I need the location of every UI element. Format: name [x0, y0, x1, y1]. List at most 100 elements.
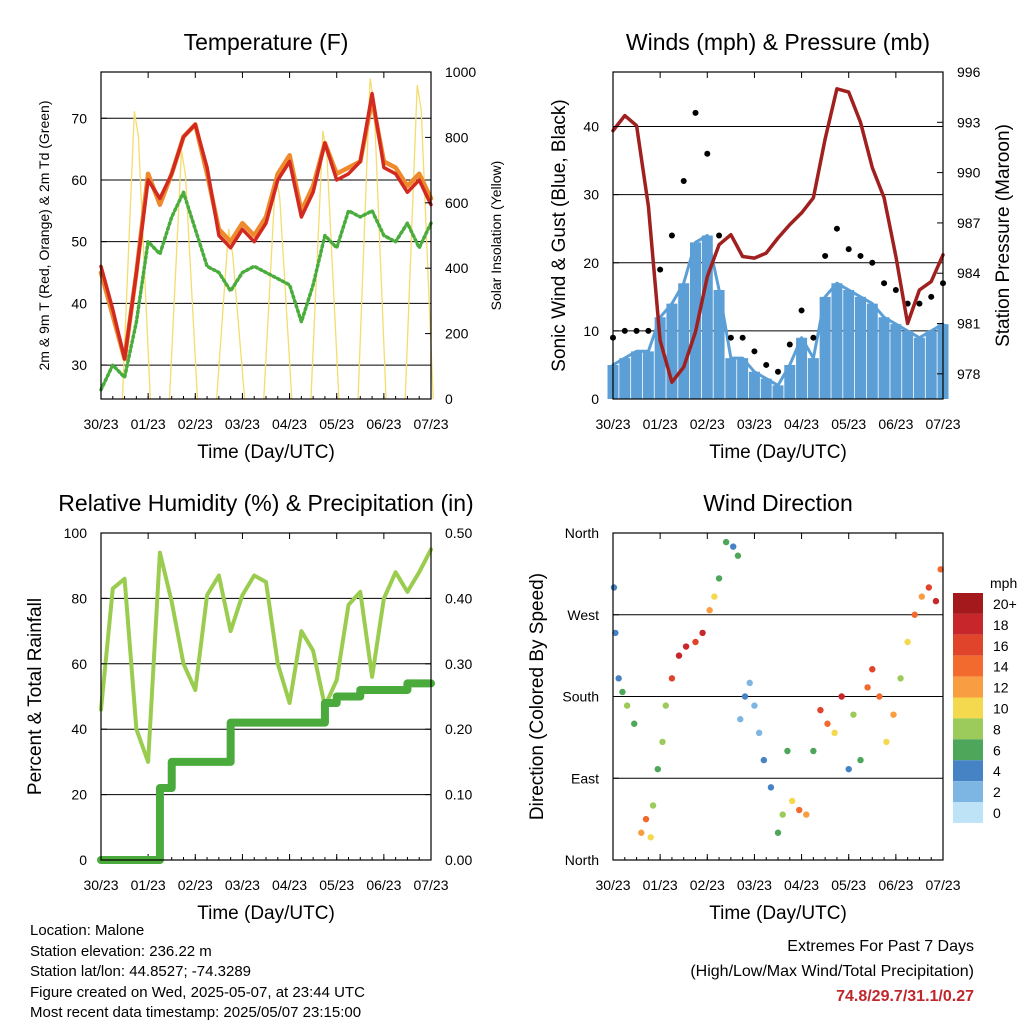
right-y-tick-label: 0.10	[445, 787, 472, 803]
left-y-tick-label: 20	[583, 255, 599, 271]
direction-point	[654, 765, 661, 773]
direction-point	[730, 543, 737, 550]
left-y-tick-label: 0	[591, 391, 599, 407]
right-y-tick-label: 993	[957, 114, 981, 130]
gust-point	[892, 287, 899, 293]
x-tick-label: 30/23	[83, 416, 118, 432]
x-axis-label: Time (Day/UTC)	[197, 442, 335, 463]
direction-point	[937, 566, 944, 573]
x-tick-label: 05/23	[319, 416, 354, 432]
direction-point	[925, 584, 933, 591]
chart-winds: Winds (mph) & Pressure (mb) 30/23 01/23 02/…	[549, 29, 1014, 463]
direction-point	[779, 811, 786, 818]
gust-point	[798, 307, 805, 314]
direction-point	[850, 711, 857, 718]
direction-point	[788, 797, 796, 805]
legend-label: 12	[993, 680, 1009, 696]
direction-point	[869, 666, 876, 673]
dewpoint-line	[99, 190, 433, 392]
solar-insolation-spike	[357, 78, 387, 400]
solar-insolation-spike	[215, 228, 246, 400]
x-tick-label: 01/23	[131, 416, 166, 432]
legend-swatch	[953, 760, 983, 782]
x-tick-label: 04/23	[272, 877, 307, 893]
direction-point	[883, 738, 890, 746]
gust-point	[786, 341, 793, 348]
wind-line	[611, 234, 945, 387]
direction-point	[864, 684, 871, 691]
gust-point	[704, 150, 711, 157]
x-tick-label: 30/23	[595, 416, 630, 432]
x-tick-label: 05/23	[831, 416, 866, 432]
legend-label: 20+	[993, 596, 1017, 612]
left-y-tick-label: 30	[71, 357, 87, 373]
legend-swatch	[953, 739, 983, 761]
gust-point	[857, 252, 864, 259]
station-latlon: Station lat/lon: 44.8527; -74.3289	[30, 963, 252, 980]
legend-swatch	[953, 634, 983, 656]
direction-point	[659, 738, 666, 746]
right-y-tick-label: 0.50	[445, 525, 472, 541]
chart-rh_precip: Relative Humidity (%) & Precipitation (i…	[25, 490, 474, 924]
x-tick-label: 05/23	[831, 877, 866, 893]
plot-frame	[612, 71, 944, 400]
direction-point	[668, 675, 676, 682]
legend-label: 0	[993, 805, 1001, 821]
direction-point	[706, 607, 713, 614]
x-tick-label: 01/23	[131, 877, 166, 893]
right-y-tick-label: 981	[957, 316, 981, 332]
right-y-tick-label: 984	[957, 265, 981, 281]
direction-point	[810, 747, 817, 755]
direction-point	[711, 593, 718, 600]
x-tick-label: 01/23	[643, 416, 678, 432]
left-y-tick-label: 40	[71, 295, 87, 311]
direction-point	[623, 702, 631, 709]
x-tick-label: 02/23	[178, 877, 213, 893]
x-tick-label: 01/23	[643, 877, 678, 893]
direction-point	[682, 643, 690, 650]
gust-point	[739, 334, 746, 341]
x-tick-label: 04/23	[272, 416, 307, 432]
left-y-tick-label: North	[565, 525, 599, 541]
x-tick-label: 06/23	[878, 416, 913, 432]
x-tick-label: 02/23	[690, 416, 725, 432]
gust-point	[751, 348, 758, 355]
chart-wind_direction: Wind Direction 30/23 01/23 02/23 03/23 04/23 0…	[527, 490, 961, 924]
legend-swatch	[953, 613, 983, 635]
x-tick-label: 03/23	[225, 877, 260, 893]
x-tick-label: 07/23	[925, 877, 960, 893]
legend-label: 8	[993, 721, 1001, 737]
right-y-tick-label: 990	[957, 165, 981, 181]
direction-point	[904, 638, 911, 646]
left-y-tick-label: West	[567, 607, 599, 623]
legend-swatch	[953, 655, 983, 677]
gust-point	[822, 252, 829, 259]
solar-insolation-spike	[168, 150, 199, 400]
direction-point	[876, 693, 883, 700]
legend-swatch	[953, 802, 983, 823]
gust-point	[845, 246, 852, 253]
direction-point	[741, 693, 749, 700]
right-y-tick-label: 0.40	[445, 590, 472, 606]
direction-point	[796, 806, 803, 814]
solar-insolation-spike	[404, 84, 434, 400]
speed-legend: mph 20+ 18 16 14 12 10 8 6 4 2 0	[953, 575, 1017, 823]
left-y-tick-label: North	[565, 852, 599, 868]
x-tick-label: 06/23	[366, 416, 401, 432]
y2-axis-label: Solar Insolation (Yellow)	[488, 161, 504, 311]
x-tick-label: 05/23	[319, 877, 354, 893]
station-location: Location: Malone	[30, 922, 145, 939]
x-tick-label: 06/23	[366, 877, 401, 893]
direction-point	[647, 834, 654, 841]
plot-frame	[100, 71, 432, 400]
right-y-tick-label: 0.30	[445, 656, 472, 672]
chart-title: Temperature (F)	[184, 29, 349, 55]
temp-9m-line	[99, 91, 433, 361]
gust-point	[657, 266, 664, 273]
legend-title: mph	[990, 575, 1017, 591]
right-y-tick-label: 200	[445, 326, 469, 342]
precip-line	[97, 679, 435, 864]
y-axis-label: 2m & 9m T (Red, Orange) & 2m Td (Green)	[36, 101, 52, 371]
legend-label: 4	[993, 763, 1001, 779]
direction-point	[615, 675, 622, 682]
